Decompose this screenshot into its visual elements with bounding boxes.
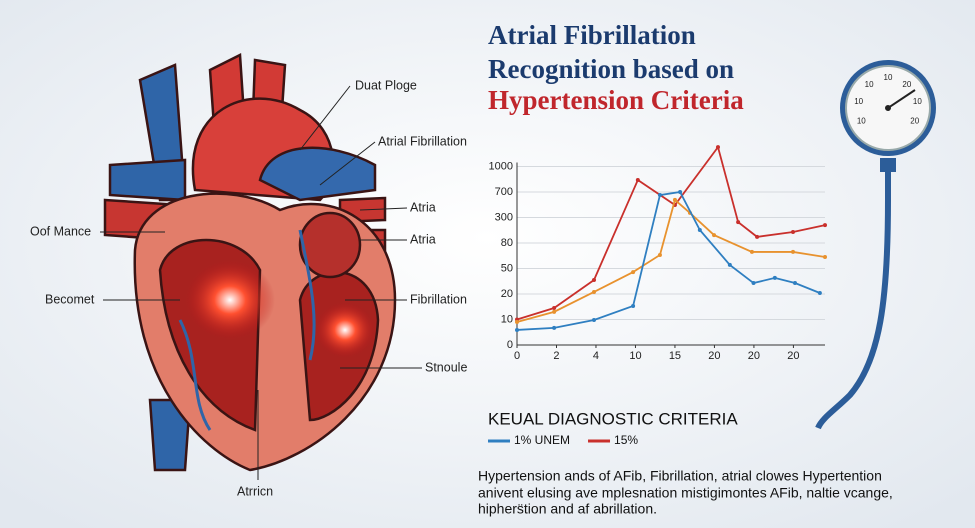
data-point	[592, 277, 596, 282]
data-point	[727, 262, 732, 267]
heart-label: Atrricn	[237, 484, 273, 498]
data-point	[631, 303, 636, 308]
data-point	[592, 289, 596, 294]
data-point	[749, 249, 754, 254]
heart-label: Atrial Fibrillation	[378, 134, 467, 148]
y-tick-label: 700	[495, 186, 513, 198]
data-point	[552, 306, 557, 311]
title-line: Hypertension Criteria	[488, 85, 744, 115]
data-point	[772, 275, 777, 280]
gauge-label: 10	[865, 80, 874, 89]
data-point	[823, 223, 827, 228]
gauge-label: 10	[884, 73, 893, 82]
data-point	[635, 178, 640, 183]
description-line: hiphers̈tion and af abrillation.	[478, 501, 657, 517]
data-point	[515, 320, 519, 325]
criteria-heading: KEUAL DIAGNOSTIC CRITERIA	[488, 409, 738, 428]
y-tick-label: 0	[507, 339, 513, 351]
description-line: Hypertension ands of AFib, Fibrillation,…	[478, 468, 882, 484]
heart-leader-lines	[100, 85, 422, 480]
heart-illustration	[103, 53, 397, 472]
x-tick-label: 4	[593, 350, 599, 362]
data-point	[631, 270, 636, 275]
data-point	[712, 233, 717, 238]
series-line	[516, 145, 826, 321]
x-tick-label: 20	[708, 350, 720, 362]
y-tick-label: 80	[501, 237, 513, 249]
data-point	[791, 230, 796, 235]
data-point	[515, 327, 519, 332]
heart-label: Becomet	[45, 292, 95, 306]
description-line: anivent elusing ave mplesnation mistigim…	[478, 485, 893, 501]
y-tick-label: 300	[495, 211, 513, 223]
data-point	[678, 190, 683, 194]
y-tick-label: 20	[501, 288, 513, 300]
data-point	[755, 234, 760, 239]
data-point	[715, 145, 720, 150]
data-point	[791, 249, 796, 254]
heart-label: Oof Mance	[30, 224, 91, 238]
data-point	[552, 309, 557, 314]
heart-label: Duat Ploge	[355, 78, 417, 92]
data-point	[657, 252, 662, 257]
heart-label: Stnoule	[425, 360, 467, 374]
gauge	[815, 60, 936, 430]
title-line: Recognition based on	[488, 54, 734, 84]
data-point	[817, 290, 822, 295]
x-tick-label: 15	[669, 350, 681, 362]
x-tick-label: 2	[553, 350, 559, 362]
gauge-label: 20	[902, 80, 911, 89]
x-tick-label: 20	[748, 350, 760, 362]
x-tick-label: 20	[787, 350, 799, 362]
y-tick-label: 10	[501, 313, 513, 325]
heart-label: Fibrillation	[410, 292, 467, 306]
title-line: Atrial Fibrillation	[488, 20, 696, 50]
heart-label: Atria	[410, 232, 436, 246]
gauge-label: 20	[910, 117, 919, 126]
data-point	[792, 281, 797, 286]
legend: 1% UNEM 15%	[488, 433, 638, 447]
line-chart: 0 10 20 50 80 300 700 1000 0 2 4 10 15 20 20 20	[489, 145, 827, 362]
data-point	[592, 318, 596, 323]
y-tick-label: 50	[501, 262, 513, 274]
data-point	[823, 255, 827, 260]
data-point	[657, 193, 662, 198]
data-point	[697, 227, 702, 232]
data-point	[751, 281, 756, 286]
heart-label: Atria	[410, 200, 436, 214]
data-point	[736, 220, 741, 225]
data-point	[552, 325, 557, 330]
data-point	[672, 197, 677, 202]
gauge-label: 10	[913, 97, 922, 106]
legend-label: 1% UNEM	[514, 433, 570, 447]
legend-label: 15%	[614, 433, 638, 447]
x-tick-label: 10	[629, 350, 641, 362]
y-tick-label: 1000	[489, 160, 513, 172]
gauge-label: 10	[857, 117, 866, 126]
series-line	[516, 191, 821, 331]
x-tick-label: 0	[514, 350, 520, 362]
gauge-label: 10	[854, 97, 863, 106]
